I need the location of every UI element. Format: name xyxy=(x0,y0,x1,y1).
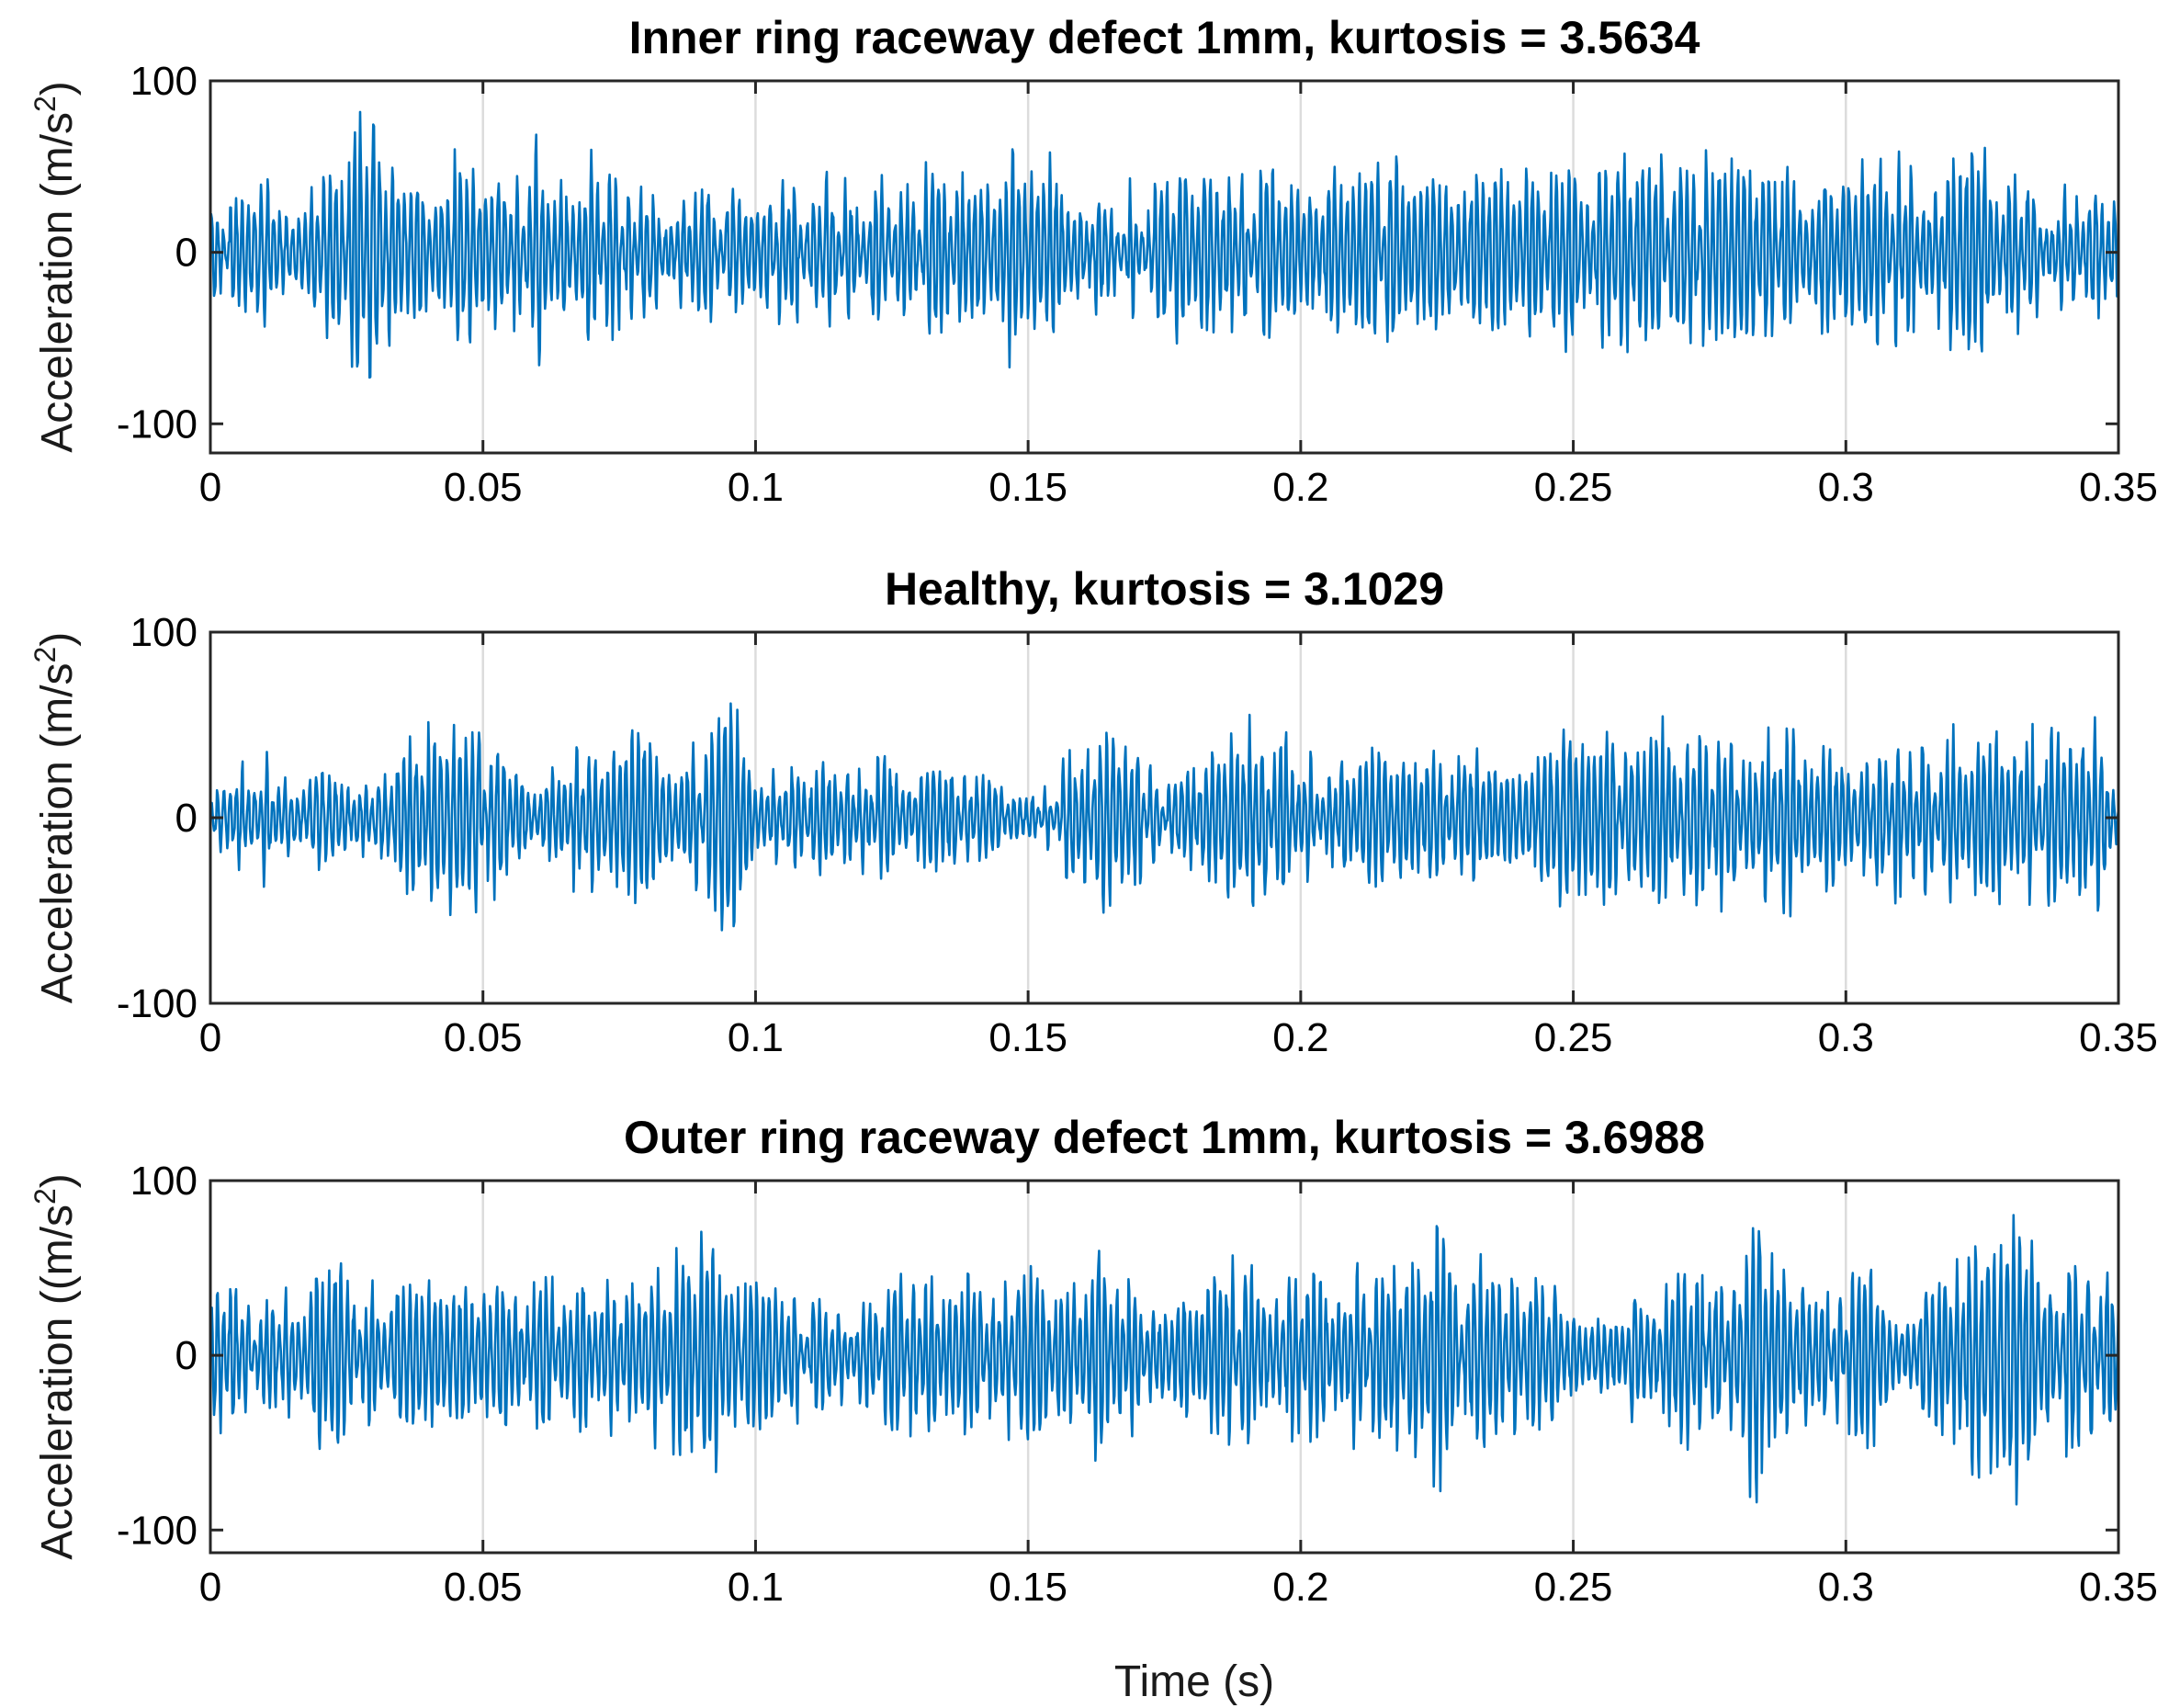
x-tick-label: 0.3 xyxy=(1818,1015,1874,1060)
subplot-3: 0 0.05 0.1 0.15 0.2 0.25 0.3 0.35-1000100Outer … xyxy=(28,1112,2158,1610)
y-tick-label: -100 xyxy=(117,981,198,1026)
x-tick-label: 0.05 xyxy=(444,1015,523,1060)
x-tick-label: 0.15 xyxy=(988,1015,1067,1060)
subplot-1: 0 0.05 0.1 0.15 0.2 0.25 0.3 0.35-1000100Inner … xyxy=(28,12,2158,510)
x-tick-label: 0.15 xyxy=(988,465,1067,510)
signal-trace xyxy=(209,702,2120,932)
x-tick-label: 0.35 xyxy=(2079,1565,2158,1610)
y-tick-label: -100 xyxy=(117,402,198,447)
x-tick-label: 0.35 xyxy=(2079,465,2158,510)
x-tick-label: 0.2 xyxy=(1272,1015,1328,1060)
x-tick-label: 0.1 xyxy=(728,1565,784,1610)
y-tick-label: 100 xyxy=(130,610,198,655)
subplot-title: Inner ring raceway defect 1mm, kurtosis … xyxy=(629,12,1700,63)
y-tick-label: 0 xyxy=(175,1333,198,1378)
axes-frame xyxy=(209,79,2120,455)
x-tick-label: 0.2 xyxy=(1272,465,1328,510)
subplot-2: 0 0.05 0.1 0.15 0.2 0.25 0.3 0.35-1000100Health… xyxy=(28,563,2158,1060)
x-tick-label: 0.25 xyxy=(1534,1565,1613,1610)
y-axis-label: Acceleration ((m/s2) xyxy=(28,1173,82,1560)
y-tick-label: 0 xyxy=(175,796,198,841)
x-tick-label: 0.25 xyxy=(1534,1015,1613,1060)
y-tick-label: 100 xyxy=(130,59,198,104)
x-tick-label: 0 xyxy=(199,1565,221,1610)
x-tick-label: 0.05 xyxy=(444,1565,523,1610)
subplot-title: Healthy, kurtosis = 3.1029 xyxy=(885,563,1444,615)
x-tick-label: 0 xyxy=(199,465,221,510)
axes-frame xyxy=(209,1179,2120,1555)
x-axis-label: Time (s) xyxy=(1114,1657,1274,1706)
signal-trace xyxy=(209,110,2120,379)
x-tick-label: 0.35 xyxy=(2079,1015,2158,1060)
x-tick-label: 0.3 xyxy=(1818,1565,1874,1610)
signal-trace xyxy=(209,1214,2120,1506)
y-tick-label: 0 xyxy=(175,231,198,276)
x-tick-label: 0.15 xyxy=(988,1565,1067,1610)
x-tick-label: 0.05 xyxy=(444,465,523,510)
x-tick-label: 0.2 xyxy=(1272,1565,1328,1610)
x-tick-label: 0.3 xyxy=(1818,465,1874,510)
x-tick-label: 0.1 xyxy=(728,1015,784,1060)
subplot-title: Outer ring raceway defect 1mm, kurtosis … xyxy=(624,1112,1705,1163)
x-tick-label: 0 xyxy=(199,1015,221,1060)
x-tick-label: 0.1 xyxy=(728,465,784,510)
y-axis-label: Acceleration (m/s2) xyxy=(28,632,82,1004)
y-tick-label: -100 xyxy=(117,1508,198,1553)
y-axis-label: Acceleration (m/s2) xyxy=(28,81,82,453)
x-tick-label: 0.25 xyxy=(1534,465,1613,510)
y-tick-label: 100 xyxy=(130,1159,198,1204)
